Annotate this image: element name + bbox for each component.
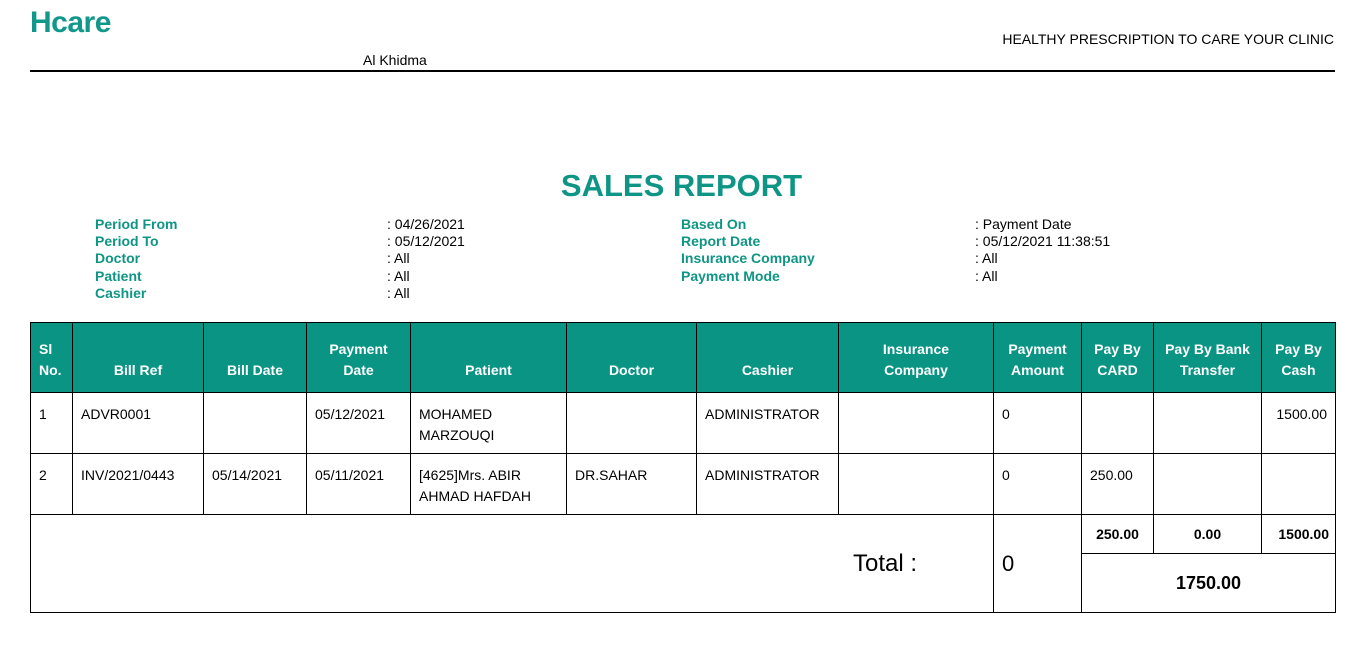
filter-value: : All — [975, 267, 998, 284]
column-header: Cashier — [696, 322, 839, 393]
filter-value: : Payment Date — [975, 216, 1072, 232]
column-header-text: Insurance Company — [882, 341, 950, 378]
column-header-text: Pay By Cash — [1275, 341, 1322, 378]
column-header: Payment Amount — [993, 322, 1082, 393]
column-header-text: Pay By CARD — [1094, 341, 1141, 378]
column-header-text: Bill Date — [226, 362, 283, 378]
filter-label: Payment Mode — [681, 267, 780, 284]
column-header-text: Payment Date — [329, 341, 388, 378]
total-row: Total :0 250.00 0.00 1500.00 — [30, 513, 1336, 613]
table-cell — [838, 453, 994, 515]
logo: Hcare — [30, 6, 111, 39]
total-cash: 1500.00 — [1261, 513, 1336, 555]
total-bank-transfer: 0.00 — [1153, 513, 1262, 555]
table-cell: ADMINISTRATOR — [696, 453, 839, 515]
filter-label: Cashier — [95, 284, 147, 301]
filter-label: Doctor — [95, 250, 141, 267]
table-cell: ADMINISTRATOR — [696, 392, 839, 454]
column-header: Insurance Company — [838, 322, 994, 393]
clinic-name: Al Khidma — [363, 52, 427, 68]
sales-table: Sl No. Bill Ref Bill Date Payment Date Patie… — [30, 322, 1336, 613]
table-cell — [1081, 392, 1154, 454]
column-header: Bill Date — [203, 322, 307, 393]
filter-value: : 04/26/2021 — [387, 216, 465, 232]
report-title: SALES REPORT — [560, 168, 803, 203]
filter-value: : All — [975, 250, 998, 267]
table-cell — [203, 392, 307, 454]
column-header-text: Cashier — [741, 362, 794, 378]
column-header: Bill Ref — [72, 322, 204, 393]
column-header-text: Pay By Bank Transfer — [1165, 341, 1250, 378]
grand-total: 1750.00 — [1081, 553, 1336, 613]
filter-label: Insurance Company — [681, 250, 815, 267]
table-cell: ADVR0001 — [72, 392, 204, 454]
total-payment-amount: 0 — [993, 514, 1082, 613]
column-header-text: Payment Amount — [1008, 341, 1067, 378]
tagline: HEALTHY PRESCRIPTION TO CARE YOUR CLINIC — [1002, 31, 1334, 47]
filter-label: Based On — [681, 216, 747, 232]
filter-value: : All — [387, 267, 410, 284]
table-cell — [566, 392, 697, 454]
table-row: 1 ADVR0001 05/12/2021 MOHAMED MARZOUQI ADMIN… — [30, 392, 1336, 454]
column-header: Pay By Bank Transfer — [1153, 322, 1262, 393]
header-rule — [30, 70, 1335, 72]
filter-label: Patient — [95, 267, 142, 284]
column-header: Patient — [410, 322, 567, 393]
column-header: Payment Date — [306, 322, 411, 393]
grand-total-row: 1750.00 — [31, 553, 1336, 613]
column-header: Sl No. — [30, 322, 73, 393]
table-cell: 250.00 — [1081, 453, 1154, 515]
table-cell: 1 — [30, 392, 73, 454]
filter-value: : All — [387, 284, 410, 301]
table-cell: 1500.00 — [1261, 392, 1336, 454]
column-header-text: Patient — [465, 362, 512, 378]
filter-value: : 05/12/2021 — [387, 233, 465, 250]
table-cell: 05/14/2021 — [203, 453, 307, 515]
filter-label: Report Date — [681, 233, 761, 250]
column-header: Doctor — [566, 322, 697, 393]
table-cell — [1261, 453, 1336, 515]
table-body: 1 ADVR0001 05/12/2021 MOHAMED MARZOUQI ADMIN… — [30, 392, 1336, 613]
total-label: Total : — [30, 514, 994, 613]
table-cell: 0 — [993, 392, 1082, 454]
column-header: Pay By CARD — [1081, 322, 1154, 393]
table-cell: [4625]Mrs. ABIR AHMAD HAFDAH — [410, 453, 567, 515]
table-cell: 05/12/2021 — [306, 392, 411, 454]
column-header-text: Doctor — [608, 362, 655, 378]
column-header-text: Sl No. — [39, 341, 62, 378]
filter-value: : All — [387, 250, 410, 267]
column-header-text: Bill Ref — [113, 362, 163, 378]
table-cell: 2 — [30, 453, 73, 515]
table-cell: 0 — [993, 453, 1082, 515]
filter-value: : 05/12/2021 11:38:51 — [975, 233, 1111, 250]
table-row: 2 INV/2021/0443 05/14/2021 05/11/2021 [4625]… — [30, 453, 1336, 515]
filter-label: Period From — [95, 216, 178, 232]
table-cell: MOHAMED MARZOUQI — [410, 392, 567, 454]
table-cell: DR.SAHAR — [566, 453, 697, 515]
table-cell — [838, 392, 994, 454]
total-card: 250.00 — [1081, 513, 1154, 555]
table-cell — [1153, 453, 1262, 515]
header-row: Sl No. Bill Ref Bill Date Payment Date Patie… — [30, 322, 1336, 393]
column-header: Pay By Cash — [1261, 322, 1336, 393]
filter-label: Period To — [95, 233, 159, 250]
table-cell: 05/11/2021 — [306, 453, 411, 515]
table-cell — [1153, 392, 1262, 454]
table-cell: INV/2021/0443 — [72, 453, 204, 515]
